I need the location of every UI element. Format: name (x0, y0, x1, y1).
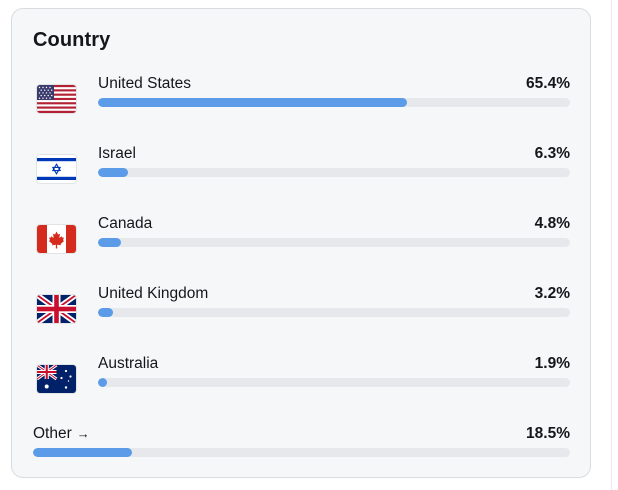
country-name: Canada (98, 215, 153, 232)
percent-bar-track (98, 308, 570, 317)
percent-bar-fill (98, 238, 121, 247)
country-percent: 65.4% (526, 75, 570, 92)
percent-bar-track (98, 238, 570, 247)
percent-bar-fill (98, 98, 407, 107)
uk-flag-icon (37, 295, 76, 323)
percent-bar-fill (33, 448, 133, 457)
canada-flag-icon (37, 225, 76, 253)
percent-bar-track (98, 98, 570, 107)
scrollbar-track[interactable] (611, 0, 612, 490)
country-percent: 1.9% (534, 355, 570, 372)
country-row-israel: Israel 6.3% (12, 145, 590, 189)
country-percent: 4.8% (534, 215, 570, 232)
percent-bar-track (98, 378, 570, 387)
country-name: Israel (98, 145, 136, 162)
australia-flag-icon (37, 365, 76, 393)
percent-bar-track (98, 168, 570, 177)
country-row-united-states: United States 65.4% (12, 75, 590, 119)
arrow-right-icon[interactable]: → (76, 426, 90, 441)
us-flag-icon (37, 85, 76, 113)
country-name: United Kingdom (98, 285, 209, 302)
percent-bar-fill (98, 308, 114, 317)
country-row-united-kingdom: United Kingdom 3.2% (12, 285, 590, 329)
country-percent: 3.2% (534, 285, 570, 302)
percent-bar-fill (98, 168, 128, 177)
country-name: Australia (98, 355, 159, 372)
percent-bar-track (33, 448, 570, 457)
country-percent: 6.3% (534, 145, 570, 162)
other-link[interactable]: Other → (33, 425, 90, 443)
israel-flag-icon (37, 155, 76, 183)
card-title: Country (33, 29, 111, 51)
percent-bar-fill (98, 378, 107, 387)
country-row-australia: Australia 1.9% (12, 355, 590, 399)
other-label[interactable]: Other (33, 425, 72, 442)
other-percent: 18.5% (526, 425, 570, 442)
country-card: Country Uni (11, 8, 591, 478)
country-row-canada: Canada 4.8% (12, 215, 590, 259)
other-row: Other → 18.5% (12, 425, 590, 469)
country-name: United States (98, 75, 192, 92)
